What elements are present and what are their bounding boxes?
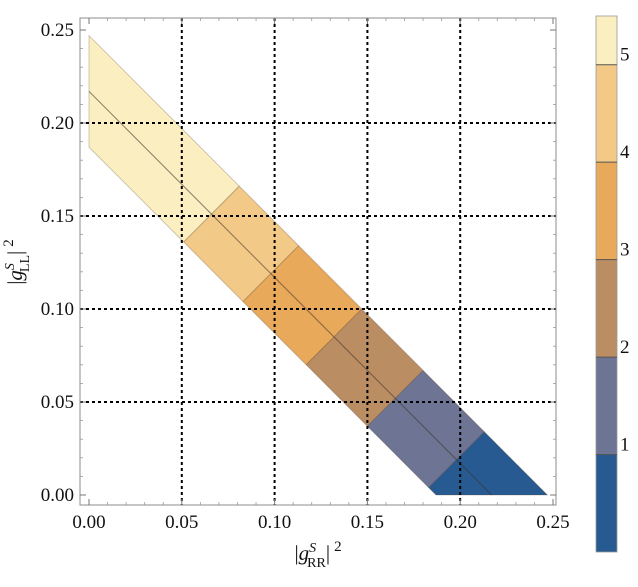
colorbar-tick-label: 3: [620, 240, 630, 261]
title-power: 2: [1, 239, 17, 247]
title-bar: |: [326, 541, 330, 565]
x-tick-label: 0.25: [536, 512, 569, 533]
colorbar-frame: [595, 15, 618, 553]
colorbar-tick-label: 4: [620, 142, 630, 163]
plot-frame: [79, 17, 557, 506]
x-tick-label: 0.00: [72, 512, 105, 533]
y-tick-label: 0.10: [41, 299, 74, 320]
y-tick-label: 0.00: [41, 485, 74, 506]
colorbar-band: [596, 357, 617, 455]
y-axis-title: |gSLL|2: [1, 239, 33, 285]
colorbar-tick-label: 1: [620, 435, 630, 456]
title-power: 2: [334, 539, 342, 555]
colorbar-band: [596, 259, 617, 358]
title-superscript: S: [309, 541, 316, 556]
plot-area: [79, 17, 557, 506]
y-tick-label: 0.25: [41, 20, 74, 41]
x-tick-label: 0.20: [444, 512, 477, 533]
title-bar: |: [3, 251, 27, 255]
colorbar-tick-label: 2: [620, 337, 630, 358]
band-segment-level-1: [428, 431, 549, 496]
y-tick-label: 0.20: [41, 113, 74, 134]
x-tick-label: 0.10: [258, 512, 291, 533]
x-tick-label: 0.15: [351, 512, 384, 533]
title-superscript: S: [3, 263, 18, 270]
colorbar-band: [596, 454, 617, 552]
colorbar: 1 2 3 4 5: [595, 15, 630, 553]
y-axis-ticks: 0.00 0.05 0.10 0.15 0.20 0.25: [41, 20, 556, 506]
colorbar-band: [596, 64, 617, 163]
y-tick-label: 0.15: [41, 206, 74, 227]
title-symbol: g: [3, 270, 27, 281]
x-axis-title: |gS RR| 2: [294, 539, 341, 571]
x-axis-ticks: 0.00 0.05 0.10 0.15 0.20 0.25: [72, 18, 570, 533]
colorbar-band: [596, 162, 617, 260]
colorbar-band: [596, 16, 617, 65]
colorbar-tick-label: 5: [620, 45, 630, 66]
y-tick-label: 0.05: [41, 392, 74, 413]
grid-lines: [80, 18, 556, 505]
title-symbol: g: [299, 541, 310, 565]
title-subscript: LL: [18, 255, 33, 272]
band-center-line: [88, 90, 493, 496]
band-layer: [88, 34, 549, 496]
title-base: |: [294, 541, 298, 565]
title-base: |: [3, 281, 27, 285]
x-tick-label: 0.05: [165, 512, 198, 533]
title-subscript: RR: [307, 556, 326, 571]
